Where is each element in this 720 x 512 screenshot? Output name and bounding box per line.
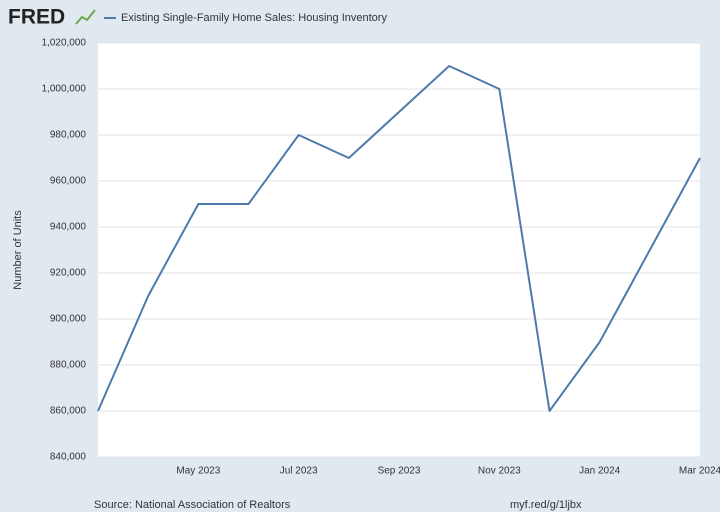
- logo: FRED: [8, 6, 65, 29]
- plot-area: [98, 43, 700, 457]
- x-tick-label: Jul 2023: [280, 466, 318, 477]
- x-tick-label: Mar 2024: [679, 466, 720, 477]
- y-axis-label: Number of Units: [12, 210, 24, 290]
- y-tick-label: 880,000: [50, 360, 87, 371]
- y-tick-label: 1,020,000: [42, 38, 87, 49]
- x-tick-label: Jan 2024: [579, 466, 621, 477]
- y-tick-label: 1,000,000: [42, 84, 87, 95]
- y-tick-label: 920,000: [50, 268, 87, 279]
- x-tick-label: Nov 2023: [478, 466, 521, 477]
- x-tick-label: Sep 2023: [378, 466, 421, 477]
- y-tick-label: 960,000: [50, 176, 87, 187]
- x-tick-label: May 2023: [176, 466, 220, 477]
- y-tick-label: 860,000: [50, 406, 87, 417]
- data-line: [97, 65, 701, 412]
- y-tick-label: 840,000: [50, 452, 87, 463]
- source: Source: National Association of Realtors: [94, 499, 291, 511]
- y-tick-label: 940,000: [50, 222, 87, 233]
- y-tick-label: 900,000: [50, 314, 87, 325]
- logo-icon: [75, 9, 96, 25]
- legend-label: Existing Single-Family Home Sales: Housi…: [121, 12, 387, 24]
- link[interactable]: myf.red/g/1ljbx: [510, 499, 582, 511]
- y-tick-label: 980,000: [50, 130, 87, 141]
